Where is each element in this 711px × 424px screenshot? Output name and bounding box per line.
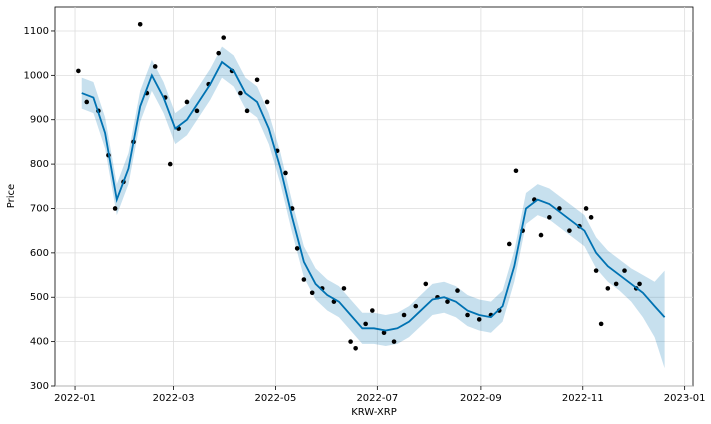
observed-point [423,281,429,287]
observed-point [221,35,226,40]
observed-point [370,308,375,313]
observed-point [583,206,589,211]
y-tick-label: 700 [30,203,49,214]
observed-point [84,99,90,105]
observed-point [353,345,358,351]
forecast-line [81,60,666,332]
observed-point [152,64,158,69]
observed-point [567,228,572,233]
observed-point [137,22,143,27]
observed-point [301,277,307,282]
observed-point [557,206,562,211]
observed-point [348,339,353,344]
x-tick-label: 2022-09 [460,393,502,404]
y-tick-label: 400 [30,337,49,348]
y-tick-label: 500 [30,292,49,303]
observed-point [283,170,288,176]
observed-point [238,90,243,96]
observed-point [264,99,270,105]
observed-point [401,312,407,318]
observed-point [605,286,611,291]
observed-point [476,317,482,322]
observed-point [76,68,81,74]
observed-point [381,330,387,336]
observed-point [341,286,347,291]
observed-point [216,50,221,56]
y-tick-label: 900 [30,115,49,126]
observed-point [254,77,260,83]
observed-point [194,108,200,114]
observed-point [363,321,368,327]
y-tick-label: 600 [30,248,49,259]
y-tick-label: 300 [30,381,49,392]
y-tick-label: 800 [30,159,49,170]
observed-point [112,206,118,211]
x-tick-label: 2023-01 [664,393,706,404]
uncertainty-band [81,46,665,369]
observed-point [445,299,450,304]
observed-point [538,232,544,238]
x-tick-label: 2022-05 [255,393,297,404]
x-tick-label: 2022-11 [562,393,604,404]
x-tick-label: 2022-01 [54,393,96,404]
x-tick-label: 2022-07 [356,393,398,404]
x-tick-label: 2022-03 [153,393,195,404]
x-axis-label: KRW-XRP [351,407,397,418]
observed-point [593,268,599,273]
observed-point [309,290,315,296]
observed-point [167,161,173,167]
observed-point [413,303,419,309]
observed-point [184,99,190,105]
observed-point [294,246,300,251]
observed-point [465,312,470,318]
observed-point [637,281,642,287]
observed-point [331,299,337,304]
observed-point [547,215,552,220]
observed-point [598,321,604,327]
observed-point [244,108,250,114]
observed-point [613,281,619,287]
observed-point [506,241,512,247]
observed-point [391,339,397,344]
observed-point [455,288,460,293]
observed-point [588,215,594,220]
y-tick-label: 1000 [24,70,49,81]
observed-point [513,168,519,174]
observed-point [622,268,627,273]
y-axis-label: Price [6,184,17,208]
y-tick-label: 1100 [24,26,49,37]
